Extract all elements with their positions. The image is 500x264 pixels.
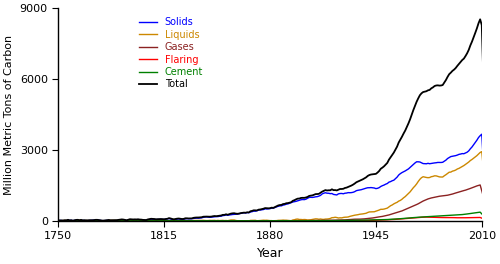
Line: Total: Total: [60, 19, 484, 221]
Cement: [84, 219, 90, 222]
Cement: [91, 219, 97, 223]
Solids: [479, 133, 485, 136]
Flaring: [90, 219, 96, 223]
Solids: [420, 162, 426, 165]
Flaring: [57, 219, 63, 223]
Liquids: [479, 150, 485, 153]
Liquids: [418, 176, 424, 179]
Cement: [70, 219, 76, 223]
Flaring: [278, 219, 284, 222]
Cement: [205, 219, 211, 222]
Line: Gases: Gases: [60, 185, 484, 221]
Cement: [420, 215, 426, 219]
Y-axis label: Million Metric Tons of Carbon: Million Metric Tons of Carbon: [4, 34, 14, 195]
Flaring: [424, 215, 430, 219]
Cement: [215, 219, 221, 222]
Total: [91, 219, 97, 222]
Line: Solids: Solids: [60, 134, 484, 221]
Line: Liquids: Liquids: [60, 152, 484, 221]
Solids: [57, 219, 63, 222]
Total: [477, 18, 483, 21]
Liquids: [204, 219, 210, 222]
Gases: [278, 219, 284, 222]
Flaring: [215, 219, 221, 223]
Legend: Solids, Liquids, Gases, Flaring, Cement, Total: Solids, Liquids, Gases, Flaring, Cement,…: [140, 17, 203, 89]
Liquids: [480, 167, 486, 170]
Gases: [84, 219, 90, 222]
Total: [420, 91, 426, 94]
Liquids: [277, 219, 283, 222]
Flaring: [189, 219, 195, 223]
Total: [84, 219, 90, 222]
Total: [215, 214, 221, 218]
Solids: [91, 219, 97, 222]
Flaring: [83, 219, 89, 222]
Solids: [84, 219, 90, 222]
Cement: [477, 211, 483, 214]
Gases: [91, 219, 97, 222]
Liquids: [90, 219, 96, 223]
Gases: [57, 219, 63, 222]
Solids: [205, 215, 211, 219]
Gases: [215, 219, 221, 222]
Cement: [57, 219, 63, 222]
Flaring: [420, 216, 426, 219]
Liquids: [57, 219, 63, 223]
Solids: [215, 215, 221, 218]
Flaring: [205, 219, 211, 223]
Liquids: [83, 219, 89, 222]
X-axis label: Year: Year: [256, 247, 283, 260]
Gases: [480, 195, 486, 198]
Solids: [60, 219, 66, 223]
Line: Cement: Cement: [60, 212, 484, 221]
Solids: [480, 161, 486, 164]
Total: [480, 77, 486, 80]
Cement: [480, 214, 486, 217]
Gases: [205, 219, 211, 223]
Solids: [278, 204, 284, 208]
Total: [70, 219, 76, 222]
Liquids: [214, 219, 220, 222]
Gases: [66, 219, 72, 223]
Total: [205, 215, 211, 218]
Gases: [477, 183, 483, 187]
Flaring: [480, 217, 486, 220]
Cement: [278, 219, 284, 222]
Total: [57, 219, 63, 222]
Gases: [420, 199, 426, 202]
Total: [278, 203, 284, 206]
Line: Flaring: Flaring: [60, 217, 484, 221]
